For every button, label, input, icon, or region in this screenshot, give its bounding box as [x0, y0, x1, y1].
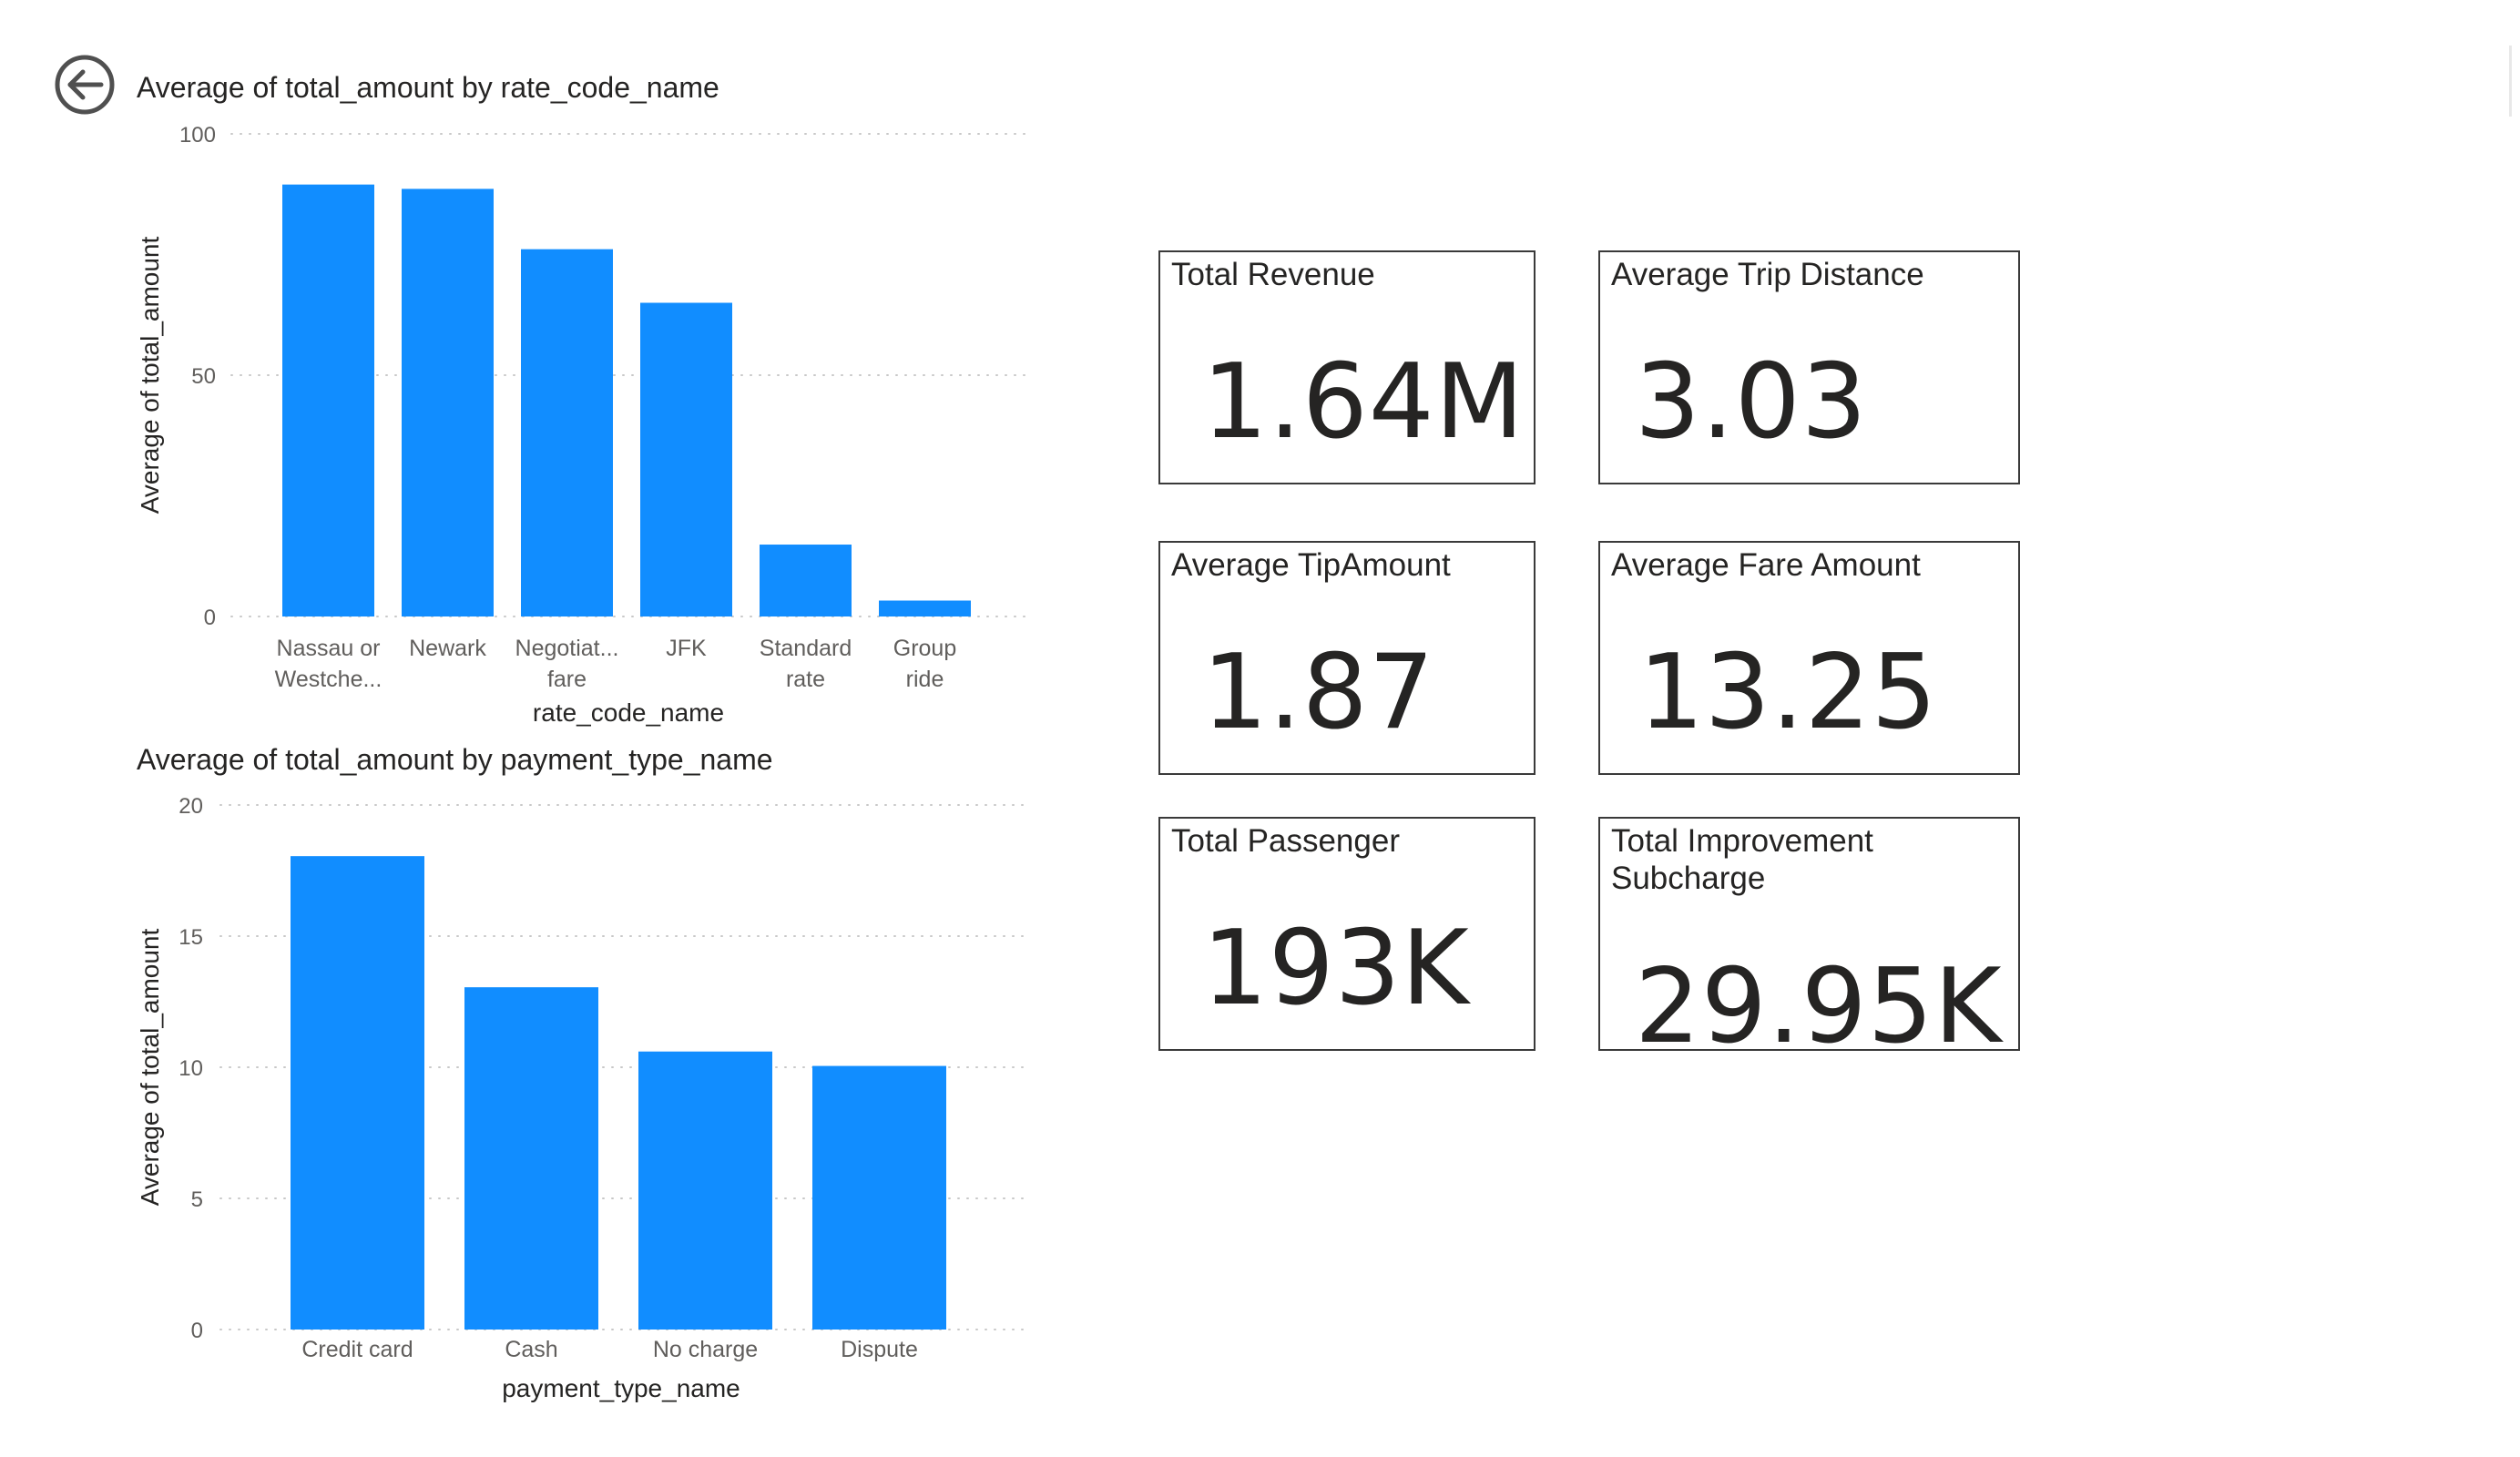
x-tick-label: Westche... [275, 667, 383, 692]
x-axis-title: payment_type_name [502, 1374, 740, 1402]
bar[interactable] [282, 184, 374, 616]
chart-plot: 0 5 10 15 20 Credit card Cash No charge Dispute p… [136, 794, 1025, 1402]
x-tick-label: Dispute [841, 1337, 918, 1362]
kpi-card-total-improvement-subcharge[interactable]: Total Improvement Subcharge 29.95K [1598, 817, 2020, 1058]
kpi-value: 29.95K [1635, 946, 2003, 1066]
y-axis-title: Average of total_amount [136, 928, 164, 1206]
x-tick-label: fare [547, 667, 587, 692]
kpi-value: 1.87 [1202, 632, 1435, 752]
kpi-label: Total Revenue [1171, 257, 1375, 292]
x-tick-label: JFK [666, 636, 707, 661]
kpi-card-average-fare-amount[interactable]: Average Fare Amount 13.25 [1598, 541, 2020, 775]
kpi-label: Total Improvement Subcharge [1611, 823, 1873, 896]
x-tick-label: Negotiat... [515, 636, 619, 661]
kpi-value: 193K [1202, 908, 1470, 1028]
x-axis-title: rate_code_name [533, 698, 724, 727]
y-tick-label: 20 [179, 794, 203, 819]
bar[interactable] [760, 545, 852, 616]
y-axis-title: Average of total_amount [136, 236, 164, 514]
chart-plot: 0 50 100 Nassau or Westche... Newark Negotiat.… [136, 123, 1025, 727]
kpi-value: 13.25 [1638, 632, 1938, 752]
chart-payment-type[interactable]: Average of total_amount by payment_type_… [136, 736, 1038, 1421]
x-tick-label: Group [893, 636, 956, 661]
y-tick-label: 0 [204, 606, 216, 630]
bar[interactable] [812, 1065, 946, 1330]
y-tick-label: 5 [191, 1187, 203, 1212]
y-tick-label: 10 [179, 1056, 203, 1081]
kpi-label: Average TipAmount [1171, 547, 1451, 583]
canvas-edge-divider [2509, 46, 2512, 117]
chart-title: Average of total_amount by payment_type_… [137, 743, 773, 776]
y-tick-label: 50 [191, 364, 216, 389]
bar[interactable] [879, 600, 971, 616]
y-tick-label: 15 [179, 925, 203, 950]
x-tick-label: Standard [760, 636, 852, 661]
kpi-value: 3.03 [1635, 341, 1868, 462]
kpi-label: Average Fare Amount [1611, 547, 1921, 583]
x-tick-label: Newark [409, 636, 486, 661]
x-tick-label: Nassau or [277, 636, 381, 661]
chart-title: Average of total_amount by rate_code_nam… [137, 71, 719, 104]
kpi-card-average-tip-amount[interactable]: Average TipAmount 1.87 [1158, 541, 1535, 775]
chart-rate-code[interactable]: Average of total_amount by rate_code_nam… [136, 64, 1038, 738]
kpi-label: Total Passenger [1171, 823, 1400, 859]
kpi-label: Average Trip Distance [1611, 257, 1924, 292]
x-tick-label: Cash [505, 1337, 557, 1362]
back-arrow-circle-icon [55, 55, 115, 115]
bar[interactable] [640, 302, 732, 617]
x-tick-label: rate [786, 667, 825, 692]
bar[interactable] [521, 249, 613, 616]
bar[interactable] [464, 987, 598, 1330]
y-tick-label: 0 [191, 1319, 203, 1343]
bar[interactable] [638, 1051, 772, 1330]
back-button[interactable] [54, 54, 116, 116]
kpi-card-total-passenger[interactable]: Total Passenger 193K [1158, 817, 1535, 1051]
y-tick-label: 100 [179, 123, 216, 148]
x-tick-label: Credit card [301, 1337, 413, 1362]
kpi-card-total-revenue[interactable]: Total Revenue 1.64M [1158, 250, 1535, 484]
kpi-value: 1.64M [1202, 341, 1525, 462]
x-tick-label: No charge [653, 1337, 758, 1362]
x-tick-label: ride [906, 667, 944, 692]
kpi-card-average-trip-distance[interactable]: Average Trip Distance 3.03 [1598, 250, 2020, 484]
bar[interactable] [402, 188, 494, 617]
bar[interactable] [291, 856, 424, 1330]
